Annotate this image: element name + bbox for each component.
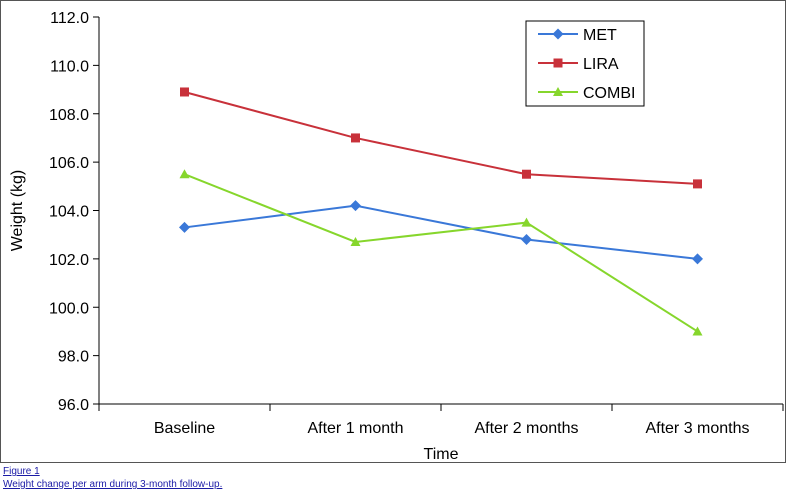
series-layer (179, 87, 703, 336)
y-tick-label: 106.0 (49, 155, 89, 172)
data-point-lira (522, 169, 531, 179)
data-point-lira (180, 87, 189, 97)
data-point-met (521, 234, 532, 246)
x-tick-label: After 3 months (645, 420, 749, 437)
legend-marker-lira (553, 58, 563, 68)
data-point-combi (521, 217, 532, 227)
x-tick-label: After 2 months (474, 420, 578, 437)
legend-marker-combi (553, 87, 563, 96)
legend-marker-met (552, 28, 564, 40)
data-point-lira (693, 179, 702, 189)
line-chart: 96.0 98.0 100.0 102.0 104.0 106.0 108.0 110.0 11… (9, 10, 784, 463)
series-combi (179, 169, 703, 336)
legend-label-met: MET (583, 27, 617, 44)
axes: 96.0 98.0 100.0 102.0 104.0 106.0 108.0 110.0 11… (9, 10, 784, 463)
data-point-combi (179, 169, 190, 179)
y-axis-title: Weight (kg) (9, 170, 26, 252)
series-line-met (184, 204, 698, 260)
x-tick-label: After 1 month (307, 420, 403, 437)
data-point-combi (350, 236, 361, 246)
data-point-combi (692, 326, 703, 336)
y-tick-label: 104.0 (49, 204, 89, 221)
data-point-met (692, 253, 703, 265)
y-tick-label: 96.0 (58, 397, 89, 414)
data-point-lira (351, 133, 360, 143)
data-point-met (350, 200, 361, 212)
y-tick-label: 112.0 (50, 10, 89, 27)
legend: MET LIRA COMBI (525, 20, 645, 107)
chart-frame: 96.0 98.0 100.0 102.0 104.0 106.0 108.0 110.0 11… (0, 0, 786, 463)
x-tick-label: Baseline (154, 420, 215, 437)
y-tick-label: 102.0 (49, 252, 89, 269)
legend-label-combi: COMBI (583, 85, 635, 102)
series-line-combi (184, 173, 699, 333)
x-axis-title: Time (424, 446, 459, 463)
y-tick-label: 98.0 (58, 349, 89, 366)
data-point-met (179, 221, 190, 233)
legend-label-lira: LIRA (583, 56, 619, 73)
series-line-lira (184, 91, 698, 185)
series-lira (180, 87, 702, 189)
series-met (179, 200, 703, 265)
figure-label-link[interactable]: Figure 1 (3, 466, 40, 477)
figure-caption-link[interactable]: Weight change per arm during 3-month fol… (3, 479, 223, 490)
y-tick-label: 110.0 (50, 58, 89, 75)
y-tick-label: 108.0 (49, 107, 89, 124)
y-tick-label: 100.0 (49, 300, 89, 317)
